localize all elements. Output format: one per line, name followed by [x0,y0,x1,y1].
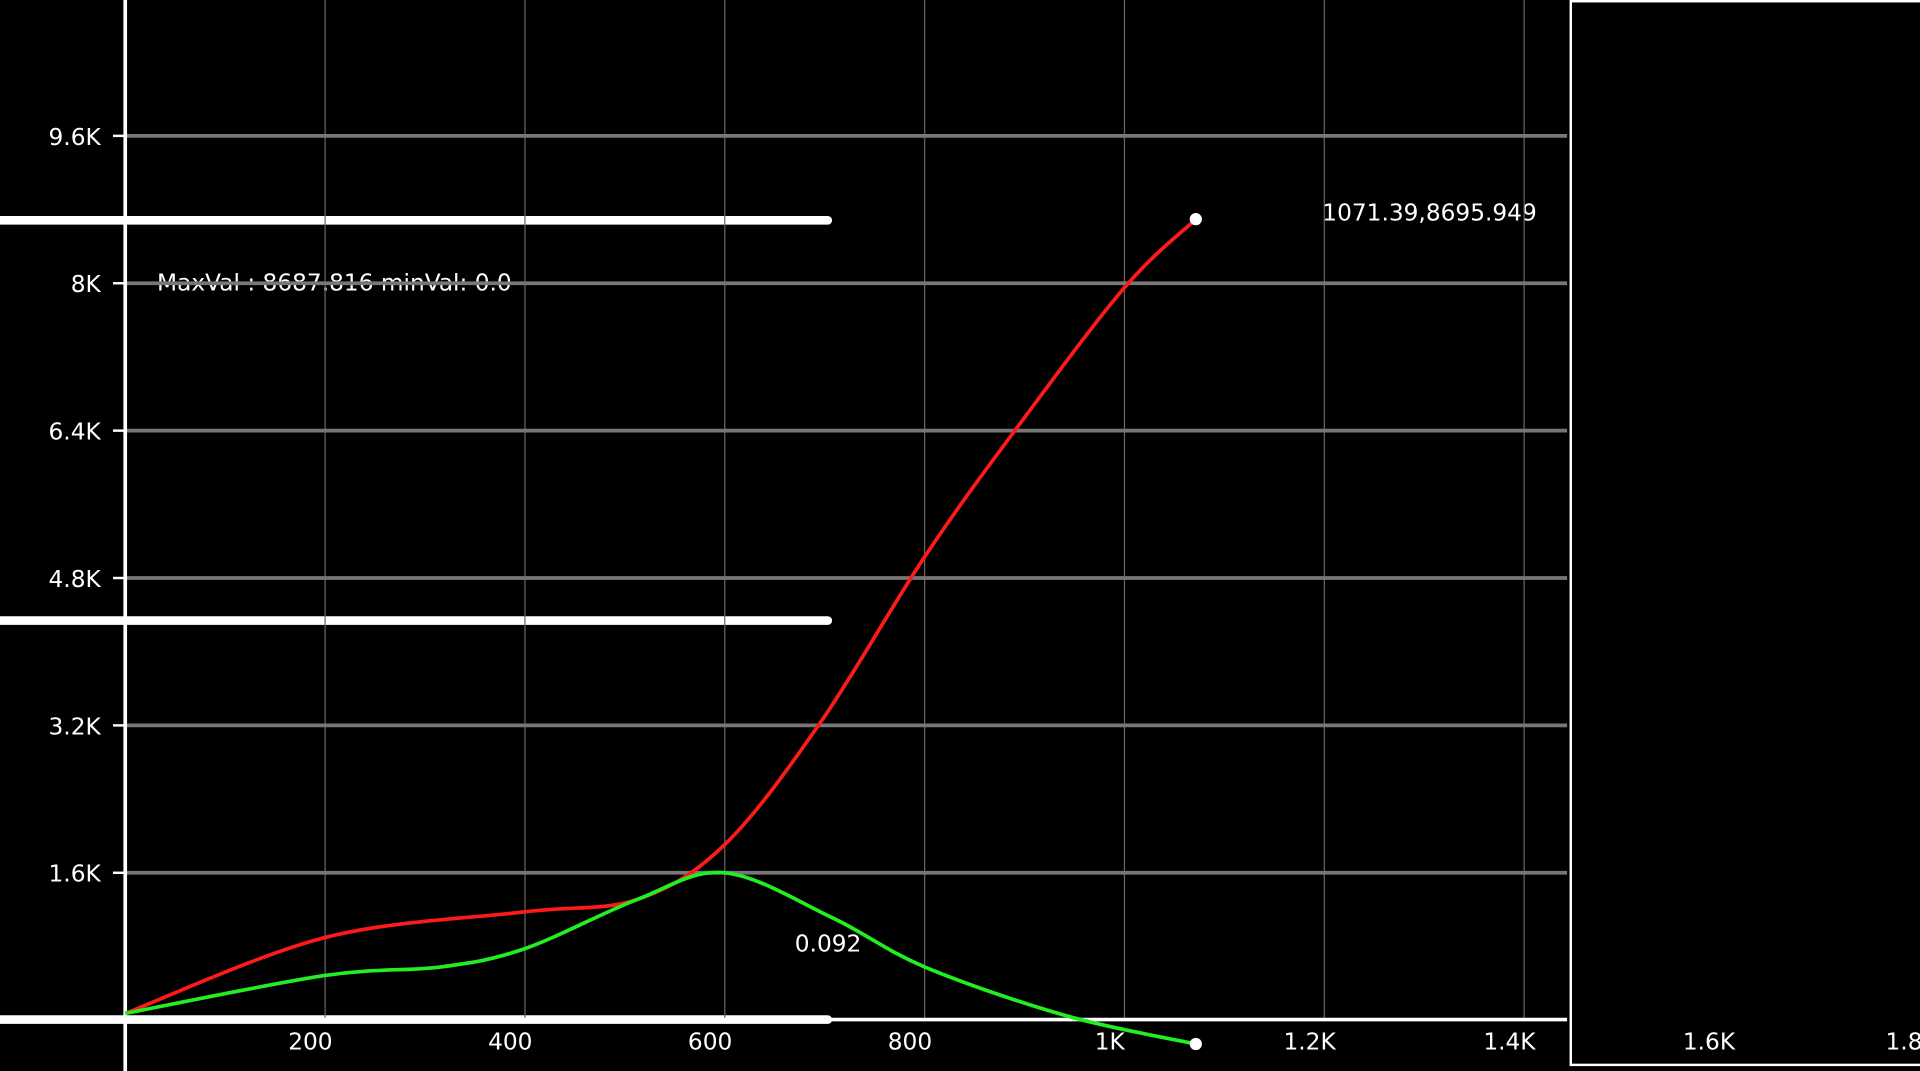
panel-tick-label: 1.6K [1683,1028,1736,1055]
x-tick-label: 1.4K [1483,1028,1536,1055]
x-tick-label: 600 [688,1028,732,1055]
panel-tick-label: 1.8 [1886,1028,1920,1055]
y-tick-label: 4.8K [49,566,102,593]
annotation: 0.092 [795,930,862,957]
series-line [124,217,1198,1016]
y-tick-label: 1.6K [49,861,102,888]
y-tick-label: 6.4K [49,419,102,446]
y-tick-label: 9.6K [49,124,102,151]
x-tick-label: 1.2K [1283,1028,1336,1055]
y-tick-label: 3.2K [49,713,102,740]
end-point [1189,1037,1202,1051]
series-line [124,870,1197,1046]
x-tick-label: 200 [288,1028,332,1055]
x-tick-label: 800 [888,1028,932,1055]
x-tick-label: 400 [488,1028,532,1055]
y-tick-label: 8K [71,271,102,298]
x-tick-label: 1K [1095,1028,1126,1055]
side-panel [1569,0,1920,1067]
end-point [1189,213,1202,226]
annotation: 1071.39,8695.949 [1322,200,1536,227]
